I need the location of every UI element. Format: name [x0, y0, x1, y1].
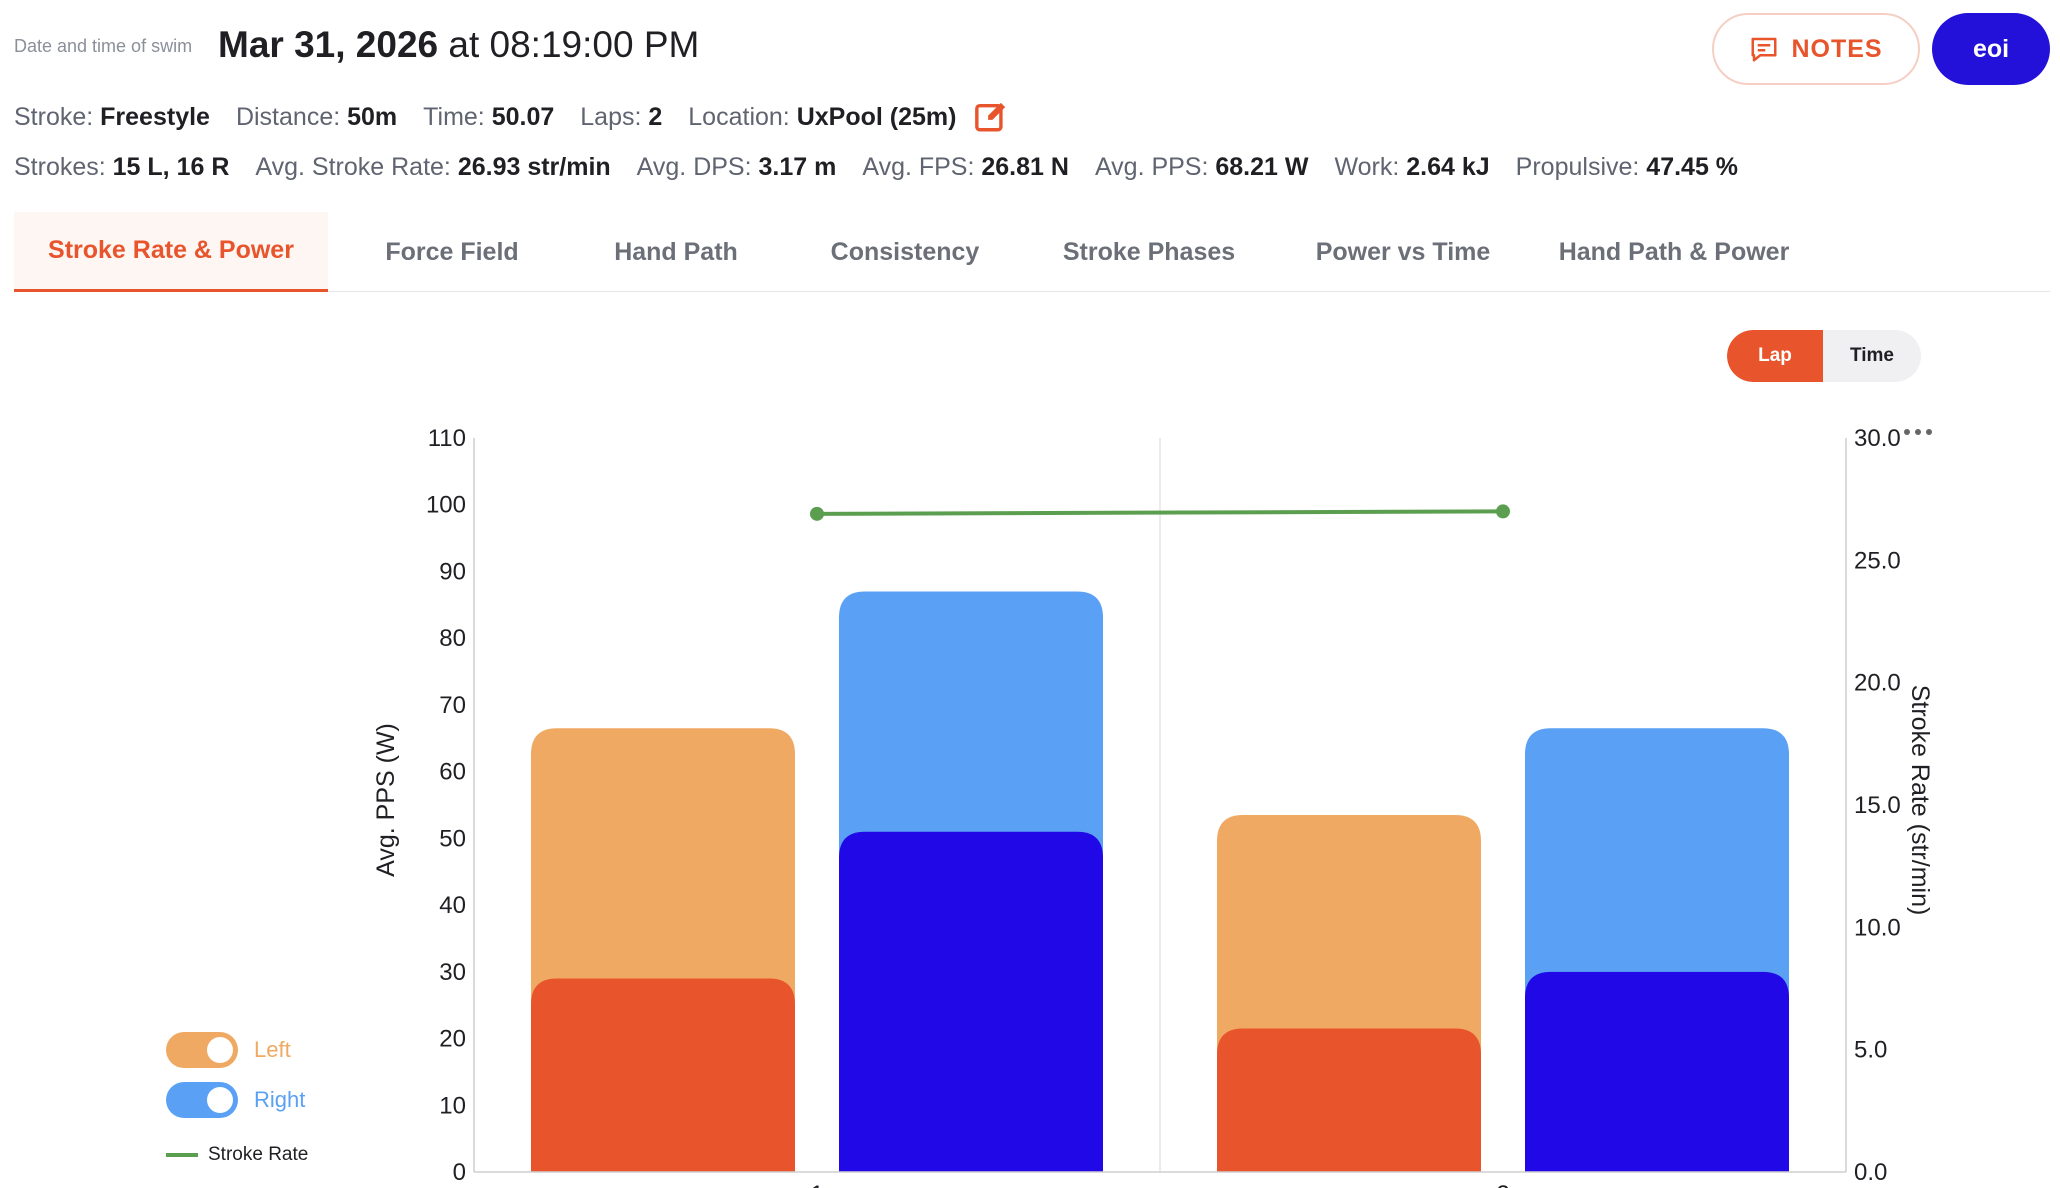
stroke-rate-swatch [166, 1153, 198, 1157]
y2-tick-label: 20.0 [1854, 670, 1901, 697]
notes-button[interactable]: NOTES [1712, 13, 1920, 85]
legend-left-label: Left [254, 1037, 291, 1062]
swim-summary-row-1: Stroke: Freestyle Distance: 50m Time: 50… [14, 100, 1008, 134]
time-option[interactable]: Time [1849, 345, 1894, 366]
swim-date: Mar 31, 2026 [218, 24, 439, 65]
left-propulsive-bar [1217, 1028, 1481, 1172]
summary-pps: Avg. PPS: 68.21 W [1094, 153, 1309, 181]
y2-tick-label: 30.0 [1854, 425, 1901, 452]
notes-label: NOTES [1791, 34, 1883, 63]
notes-icon [1751, 37, 1777, 62]
y-tick-label: 20 [439, 1026, 466, 1053]
y-tick-label: 50 [439, 825, 466, 852]
stroke-rate-series [816, 509, 1504, 516]
summary-stroke: Stroke: Freestyle [14, 102, 210, 131]
right-toggle[interactable] [166, 1082, 238, 1118]
summary-stroke-rate: Avg. Stroke Rate: 26.93 str/min [255, 153, 611, 181]
y-axis-title: Avg. PPS (W) [372, 723, 400, 877]
stroke-rate-point [1496, 504, 1510, 519]
y2-tick-label: 5.0 [1854, 1037, 1887, 1064]
stroke-rate-point [810, 506, 824, 521]
tab-hand-path-power[interactable]: Hand Path & Power [1558, 237, 1790, 266]
swim-datetime: Mar 31, 2026 at 08:19:00 PM [218, 24, 699, 66]
y2-axis-title: Stroke Rate (str/min) [1906, 685, 1934, 916]
legend-stroke-rate-label: Stroke Rate [208, 1144, 309, 1165]
user-menu-button[interactable]: eoi [1932, 13, 2050, 85]
lap-time-toggle: Lap Time [1727, 330, 1921, 382]
edit-location-icon[interactable] [974, 100, 1008, 134]
summary-work: Work: 2.64 kJ [1334, 153, 1490, 181]
lap-option[interactable]: Lap [1727, 330, 1823, 382]
y2-tick-label: 15.0 [1854, 792, 1901, 819]
y-tick-label: 10 [439, 1092, 466, 1119]
analysis-tabs: Stroke Rate & Power Force Field Hand Pat… [14, 212, 2050, 292]
summary-propulsive: Propulsive: 47.45 % [1515, 153, 1739, 181]
tab-consistency[interactable]: Consistency [830, 237, 980, 266]
summary-location: Location: UxPool (25m) [688, 102, 957, 131]
tab-force-field[interactable]: Force Field [385, 237, 519, 266]
tab-stroke-rate-power[interactable]: Stroke Rate & Power [14, 212, 328, 292]
summary-strokes: Strokes: 15 L, 16 R [14, 153, 230, 181]
y-tick-label: 100 [426, 492, 466, 519]
right-propulsive-bar [839, 831, 1103, 1172]
tab-stroke-phases[interactable]: Stroke Phases [1062, 237, 1236, 266]
y-tick-label: 80 [439, 625, 466, 652]
summary-distance: Distance: 50m [235, 102, 398, 131]
tab-hand-path[interactable]: Hand Path [614, 237, 738, 266]
left-toggle[interactable] [166, 1032, 238, 1068]
summary-time: Time: 50.07 [423, 102, 555, 131]
y2-tick-label: 25.0 [1854, 547, 1901, 574]
y-tick-label: 60 [439, 759, 466, 786]
swim-summary-row-2: Strokes: 15 L, 16 R Avg. Stroke Rate: 26… [14, 153, 1764, 182]
y-tick-label: 110 [428, 425, 466, 452]
summary-dps: Avg. DPS: 3.17 m [636, 153, 837, 181]
y2-tick-label: 0.0 [1854, 1159, 1887, 1186]
stroke-rate-line [810, 504, 1510, 521]
summary-fps: Avg. FPS: 26.81 N [862, 153, 1069, 181]
legend-left: Left [166, 1032, 291, 1068]
right-propulsive-bar [1525, 971, 1789, 1172]
y-tick-label: 0 [453, 1159, 466, 1186]
y-tick-label: 30 [439, 959, 466, 986]
date-label: Date and time of swim [14, 36, 193, 56]
stroke-rate-power-chart: 0 10 20 30 40 50 60 70 80 90 100 110 0.0 5.0 10.0 15.0 2… [372, 425, 1934, 1188]
legend-right: Right [166, 1082, 305, 1118]
x-tick-label: 2 [1496, 1181, 1509, 1188]
y-tick-label: 90 [439, 558, 466, 585]
left-propulsive-bar [531, 978, 795, 1172]
y2-tick-label: 10.0 [1854, 914, 1901, 941]
summary-laps: Laps: 2 [580, 102, 663, 131]
y-tick-label: 40 [439, 892, 466, 919]
legend-right-label: Right [254, 1087, 306, 1112]
swim-time: at 08:19:00 PM [438, 24, 700, 65]
tab-power-vs-time[interactable]: Power vs Time [1315, 237, 1491, 266]
more-options-icon[interactable] [1902, 426, 1934, 438]
chart-axes: 0 10 20 30 40 50 60 70 80 90 100 110 0.0 5.0 10.0 15.0 2… [426, 425, 1901, 1188]
chart-bars [531, 591, 1789, 1172]
x-tick-label: 1 [810, 1181, 823, 1188]
legend-stroke-rate: Stroke Rate [166, 1144, 308, 1166]
y-tick-label: 70 [439, 692, 466, 719]
